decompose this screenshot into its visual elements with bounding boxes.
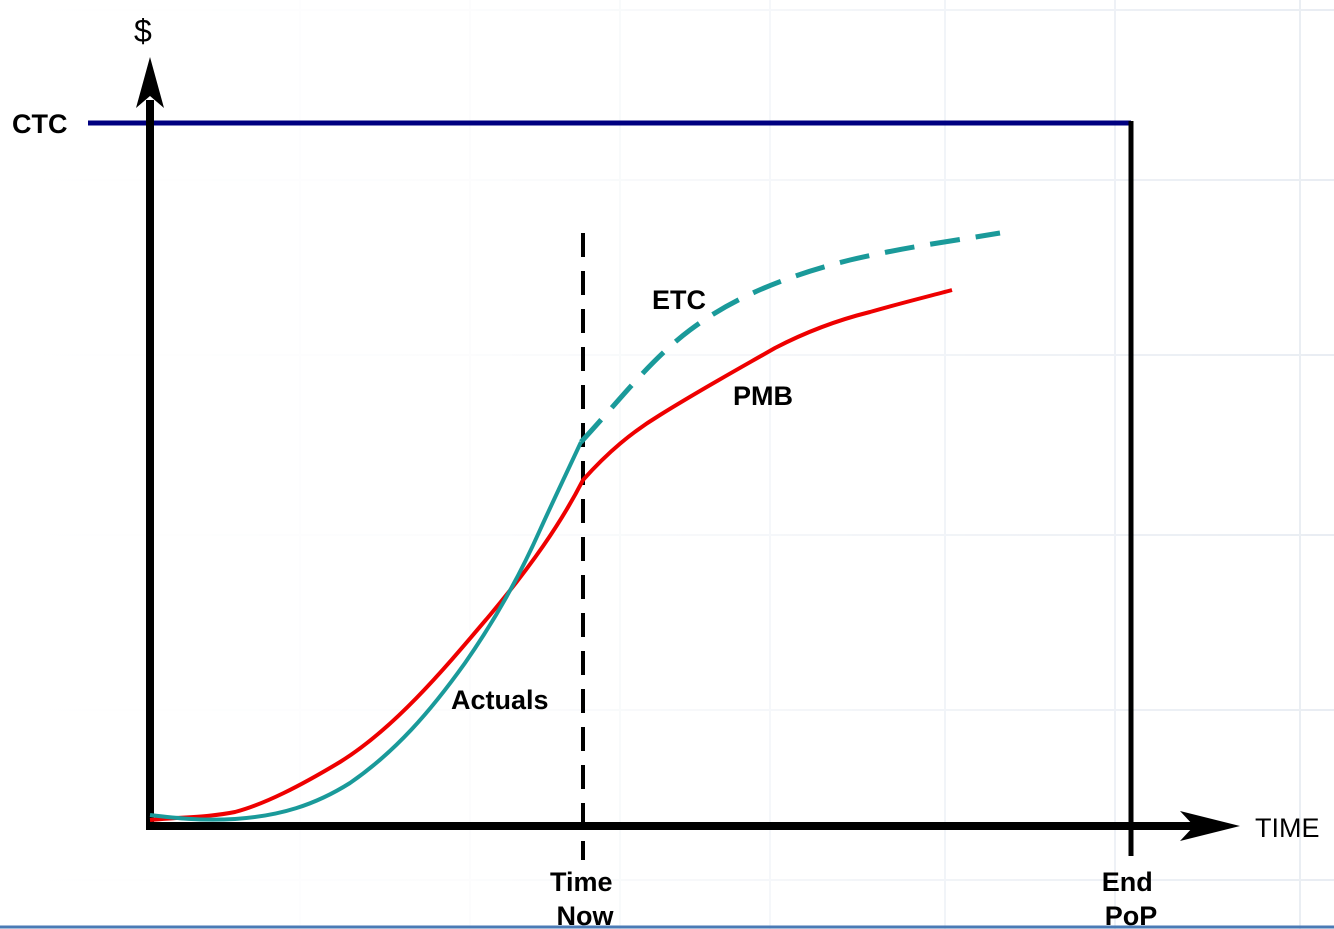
pmb-label: PMB <box>733 381 793 411</box>
end-pop-label-line1: End <box>1102 867 1153 897</box>
y-axis-arrowhead <box>136 57 164 108</box>
actuals-curve <box>149 441 583 822</box>
end-pop-label-line2: PoP <box>1105 901 1158 929</box>
ctc-label: CTC <box>12 109 68 139</box>
x-axis-arrowhead <box>1180 811 1240 841</box>
x-axis-label: TIME <box>1255 813 1320 843</box>
pmb-curve <box>149 288 953 822</box>
actuals-label: Actuals <box>451 685 549 715</box>
time-now-label-line2: Now <box>557 901 615 929</box>
time-now-label-line1: Time <box>550 867 613 897</box>
y-axis-label: $ <box>134 13 152 49</box>
end-pop-label: End PoP <box>1102 867 1161 929</box>
etc-label: ETC <box>652 285 706 315</box>
etc-curve <box>579 230 1001 444</box>
time-now-label: Time Now <box>550 867 620 929</box>
